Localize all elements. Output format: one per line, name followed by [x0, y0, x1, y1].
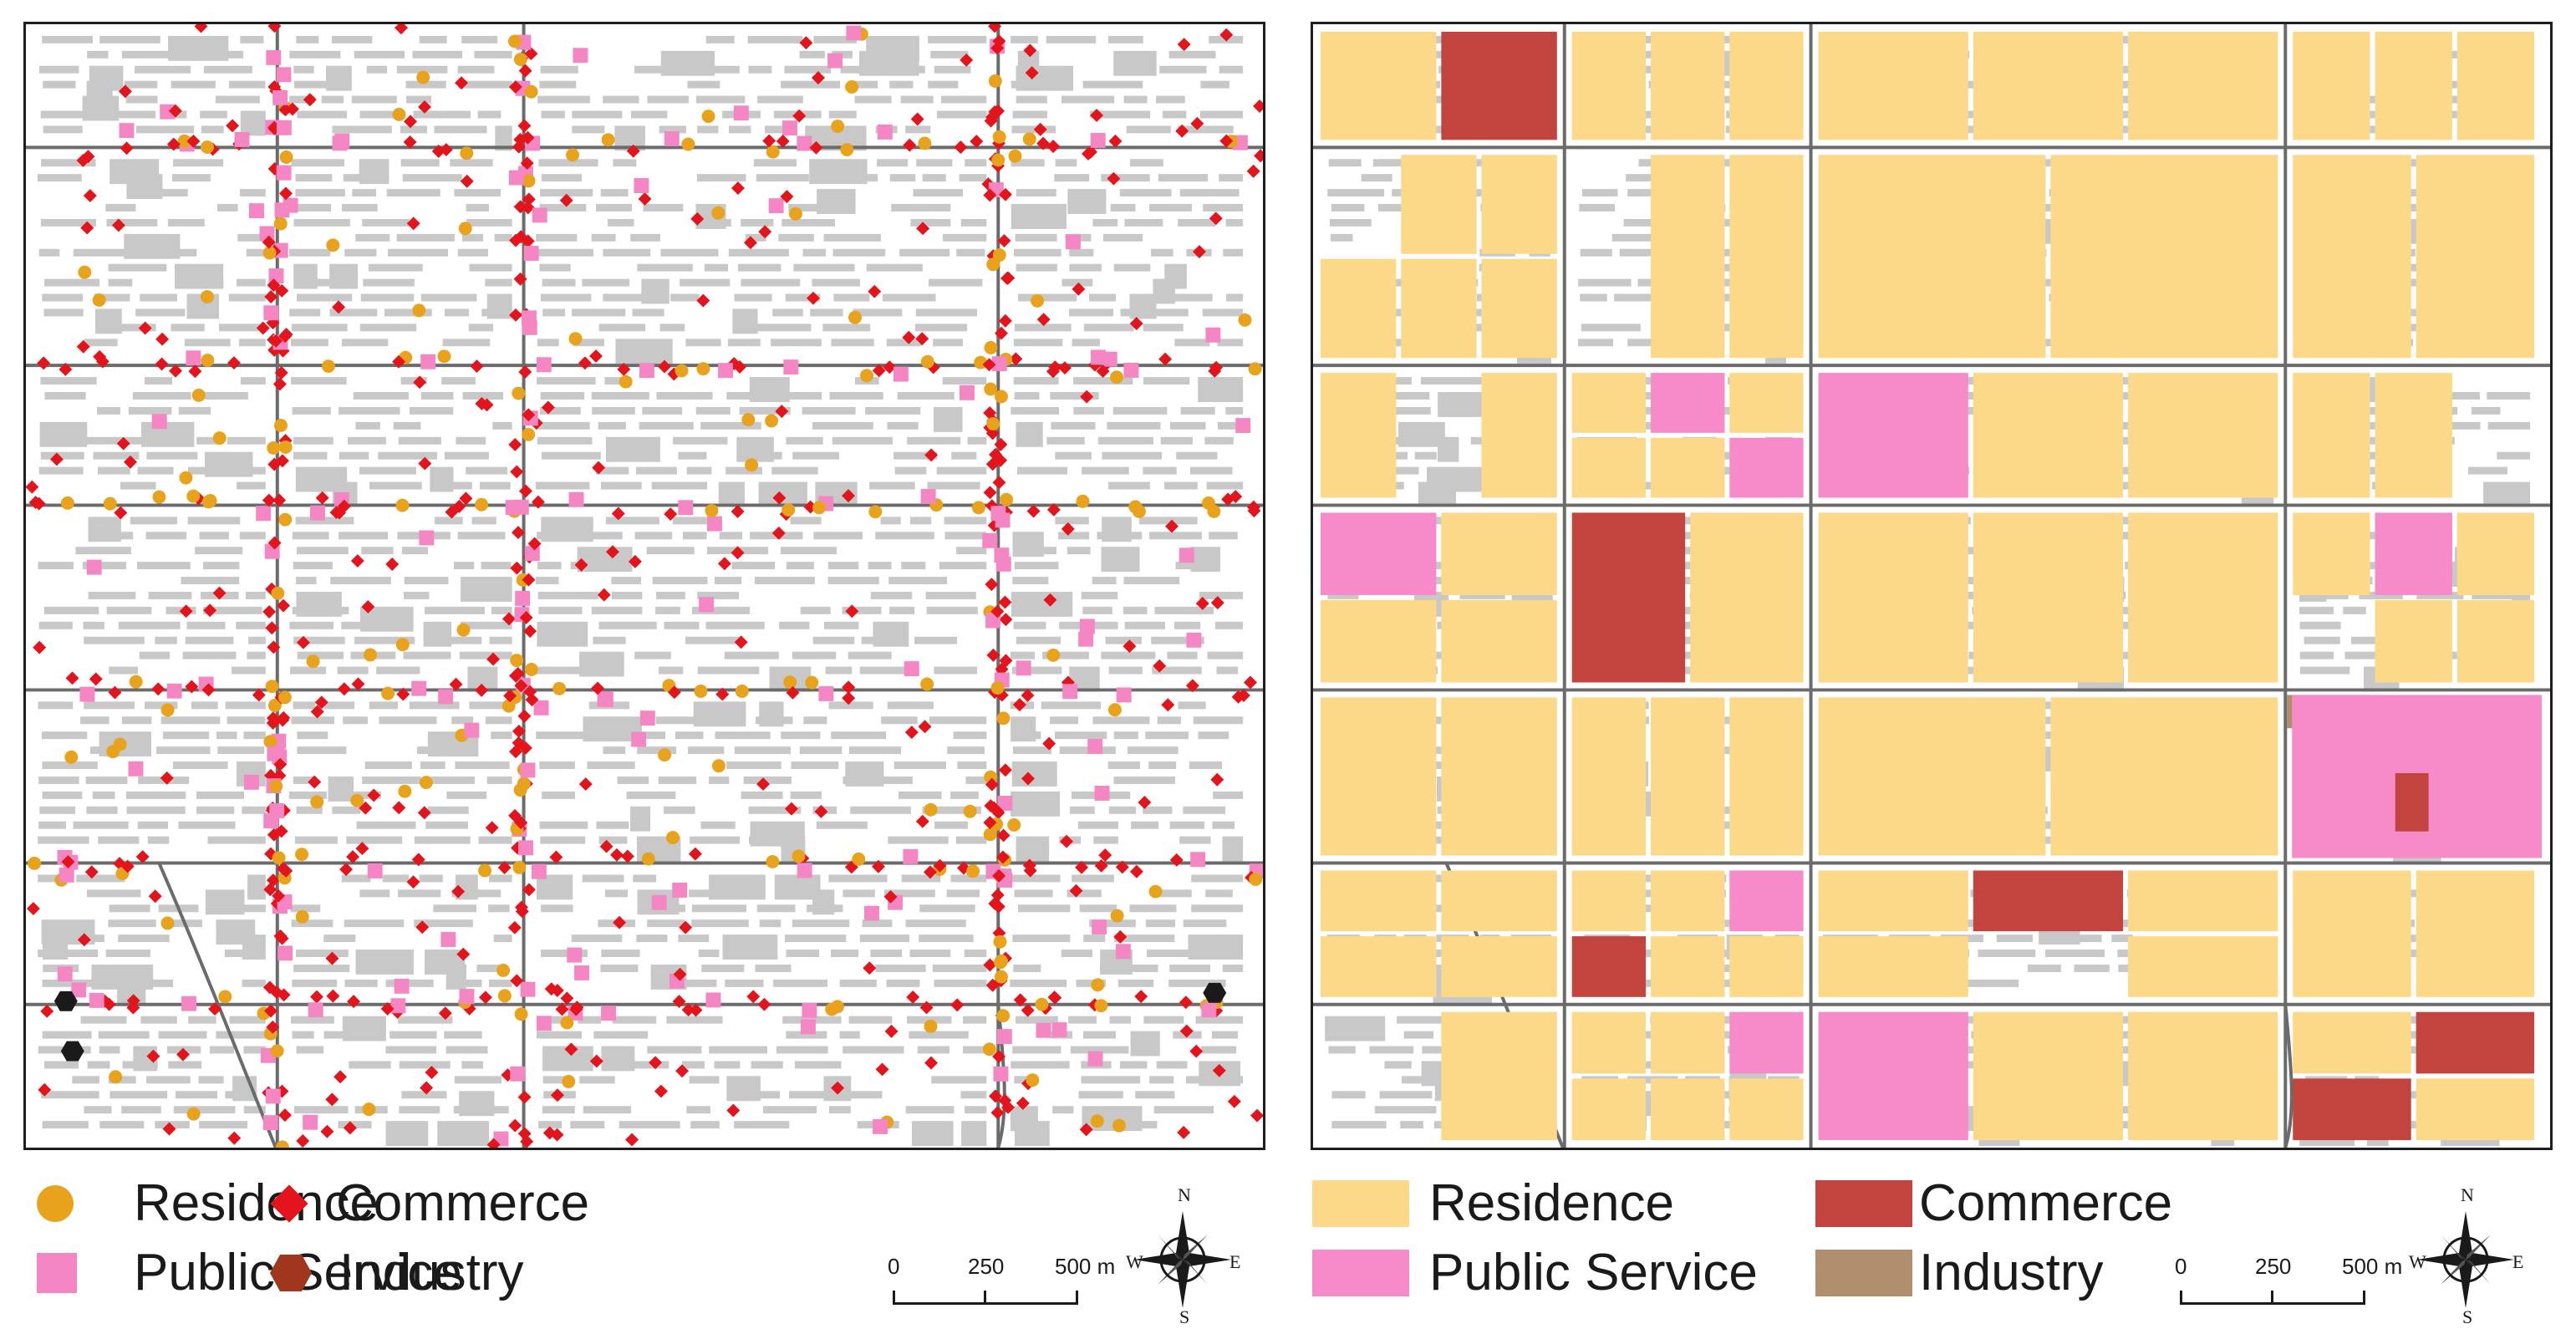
poi-map[interactable]	[23, 22, 1265, 1150]
landuse-legend: Residence Public Service Commerce Indust…	[1311, 1158, 2553, 1327]
industry-point	[1203, 982, 1227, 1003]
legend-public-service-parcel: Public Service	[1312, 1244, 1758, 1302]
legend-industry-parcel: Industry	[1815, 1244, 2104, 1302]
circle-icon	[37, 1185, 74, 1222]
legend-commerce-parcel-label: Commerce	[1919, 1174, 2173, 1232]
diamond-icon	[270, 1184, 308, 1223]
legend-industry-label: Industry	[339, 1244, 524, 1301]
square-icon	[37, 1253, 77, 1293]
north-arrow-icon: N S E W	[2409, 1174, 2524, 1327]
scale-label-0: 0	[888, 1254, 900, 1279]
scale-label-250: 250	[2255, 1254, 2292, 1279]
legend-residence-label: Residence	[134, 1174, 379, 1232]
compass-east: E	[1229, 1251, 1241, 1272]
hexagon-icon	[270, 1255, 312, 1291]
compass-east: E	[2512, 1251, 2524, 1272]
industry-point	[53, 990, 78, 1011]
residence-swatch-icon	[1312, 1180, 1409, 1227]
scale-label-250: 250	[968, 1254, 1005, 1279]
compass-west: W	[1126, 1251, 1143, 1272]
scale-label-0: 0	[2175, 1254, 2187, 1279]
compass-south: S	[2462, 1306, 2473, 1327]
legend-commerce: Commerce	[270, 1174, 590, 1233]
legend-commerce-parcel: Commerce	[1815, 1174, 2172, 1233]
north-arrow-icon: N S E W	[1126, 1174, 1241, 1327]
scale-label-500: 500 m	[2342, 1254, 2403, 1279]
building-footprints	[37, 35, 1244, 1147]
industry-swatch-icon	[1815, 1250, 1912, 1296]
commerce-swatch-icon	[1815, 1180, 1912, 1227]
scale-label-500: 500 m	[1055, 1254, 1116, 1279]
legend-residence-parcel: Residence	[1312, 1174, 1674, 1233]
legend-residence-parcel-label: Residence	[1429, 1174, 1674, 1232]
compass-south: S	[1179, 1306, 1190, 1327]
poi-map-canvas	[26, 24, 1263, 1148]
compass-west: W	[2409, 1251, 2426, 1272]
compass-north: N	[1178, 1184, 1191, 1205]
legend-commerce-label: Commerce	[336, 1174, 590, 1232]
commerce-parcel	[2395, 773, 2429, 832]
landuse-map[interactable]	[1311, 22, 2553, 1150]
industry-point	[60, 1041, 84, 1062]
legend-industry-parcel-label: Industry	[1919, 1244, 2104, 1301]
legend-residence: Residence	[37, 1174, 379, 1233]
public-service-swatch-icon	[1312, 1250, 1409, 1296]
scale-bar: 0 250 500 m	[888, 1254, 1115, 1312]
landuse-parcels	[1320, 31, 2543, 1141]
poi-legend: Residence Public Service Commerce Indust…	[23, 1158, 1265, 1327]
scale-bar: 0 250 500 m	[2175, 1254, 2402, 1312]
legend-industry: Industry	[269, 1244, 524, 1302]
legend-public-service-parcel-label: Public Service	[1429, 1244, 1758, 1301]
landuse-map-canvas	[1313, 24, 2550, 1148]
road-network	[1313, 24, 2550, 1148]
compass-north: N	[2461, 1184, 2474, 1205]
